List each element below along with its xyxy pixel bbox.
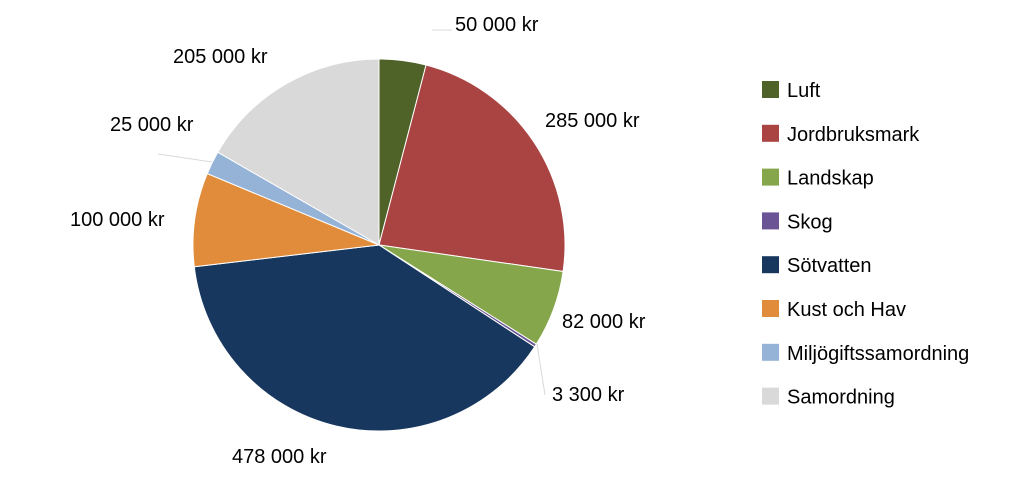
legend-swatch bbox=[762, 168, 779, 186]
pie-slices bbox=[192, 58, 566, 432]
data-label: 82 000 kr bbox=[562, 311, 646, 333]
legend: Luft Jordbruksmark Landskap Skog Sötvatten Ku… bbox=[762, 80, 969, 409]
legend-label: Jordbruksmark bbox=[787, 124, 920, 146]
legend-swatch bbox=[762, 81, 779, 98]
pie-slice-kust-och-hav bbox=[192, 172, 381, 268]
legend-label: Miljögiftssamordning bbox=[787, 343, 969, 365]
data-label: 50 000 kr bbox=[455, 14, 539, 36]
data-label: 205 000 kr bbox=[173, 46, 268, 68]
leader-line bbox=[157, 153, 213, 163]
data-label: 285 000 kr bbox=[545, 110, 640, 132]
legend-swatch bbox=[762, 212, 779, 230]
pie-slice-sötvatten bbox=[193, 244, 536, 432]
legend-swatch bbox=[762, 387, 779, 405]
legend-label: Sötvatten bbox=[787, 255, 872, 277]
data-label: 3 300 kr bbox=[552, 384, 625, 406]
legend-label: Samordning bbox=[787, 387, 895, 409]
legend-label: Luft bbox=[787, 80, 821, 102]
legend-swatch bbox=[762, 300, 779, 317]
data-label: 100 000 kr bbox=[70, 209, 165, 231]
leader-line bbox=[536, 343, 546, 396]
data-label: 478 000 kr bbox=[232, 446, 327, 468]
legend-swatch bbox=[762, 343, 779, 361]
pie-slice-jordbruksmark bbox=[378, 64, 566, 273]
data-labels: 50 000 kr 285 000 kr 82 000 kr 3 300 kr 478 … bbox=[70, 14, 646, 468]
legend-swatch bbox=[762, 256, 779, 274]
legend-label: Landskap bbox=[787, 168, 874, 190]
legend-swatch bbox=[762, 124, 779, 142]
data-label: 25 000 kr bbox=[110, 114, 194, 136]
legend-label: Kust och Hav bbox=[787, 299, 906, 321]
legend-label: Skog bbox=[787, 211, 833, 233]
leader-lines bbox=[157, 29, 546, 396]
pie-slice-samordning bbox=[217, 58, 380, 246]
